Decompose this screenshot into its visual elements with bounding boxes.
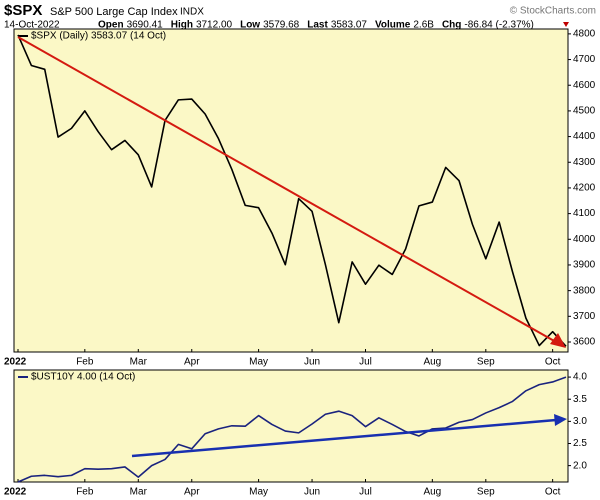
price-line [17,34,567,347]
stats: Open 3690.41 High 3712.00 Low 3579.68 Last 3583… [98,20,534,31]
y-tick-label: 4400 [573,131,596,142]
down-arrow [563,22,569,27]
price-line [17,376,567,483]
x-tick-label: Sep [477,487,495,498]
y-tick-label: 3800 [573,285,596,296]
x-tick-label: Oct [545,357,561,368]
stat-label: Open [98,20,124,31]
y-tick-label: 4300 [573,157,596,168]
stat-label: Low [240,20,260,31]
watermark: © StockCharts.com [510,6,596,17]
y-tick-label: 3.0 [573,416,587,427]
x-tick-label: Feb [76,357,94,368]
x-tick-label: Jun [304,357,320,368]
y-tick-label: 4800 [573,29,596,40]
y-tick-label: 3700 [573,311,596,322]
blue-trend-line [131,418,557,458]
y-tick-label: 3600 [573,337,596,348]
symbol: $SPX [4,2,42,19]
plot-area [13,28,569,353]
blue-arrow-head [554,414,567,426]
x-tick-label: Feb [76,487,94,498]
x-tick-label: Aug [423,487,441,498]
legend-label: $SPX (Daily) 3583.07 (14 Oct) [31,31,166,42]
y-tick-label: 4.0 [573,372,587,383]
red-trend-line [17,36,557,343]
panel: 3600 3700 3800 3900 4000 4100 4200 4300 4400 4500… [4,28,596,368]
x-tick-label: Apr [184,357,200,368]
date: 14-Oct-2022 [4,20,60,31]
stat-label: Volume [375,20,411,31]
legend-label: $UST10Y 4.00 (14 Oct) [31,372,135,383]
y-tick-label: 3900 [573,260,596,271]
stat-label: Last [307,20,328,31]
x-tick-label: May [249,487,268,498]
stat-value: 3712.00 [196,20,233,31]
x-tick-label: Apr [184,487,200,498]
stat-value: 3579.68 [263,20,300,31]
panel: 2.0 2.5 3.0 3.5 4.0 2022 Feb Mar Apr May Jun Jul Aug… [4,369,587,498]
x-tick-label: Jun [304,487,320,498]
y-tick-label: 2.0 [573,460,587,471]
x-tick-label: May [249,357,268,368]
stat-value: 3583.07 [331,20,368,31]
y-tick-label: 4000 [573,234,596,245]
stat-label: Chg [442,20,461,31]
stat-value: 2.6B [413,20,434,31]
index-name: S&P 500 Large Cap Index [50,6,178,18]
x-tick-label: Aug [423,357,441,368]
stat-label: High [171,20,193,31]
x-tick-label: Mar [130,487,148,498]
x-tick-label: Mar [130,357,148,368]
x-tick-label: 2022 [4,357,27,368]
y-tick-label: 4700 [573,54,596,65]
y-tick-label: 2.5 [573,438,587,449]
x-tick-label: Jul [359,487,372,498]
stat-value: 3690.41 [127,20,164,31]
y-tick-label: 4200 [573,183,596,194]
y-tick-label: 3.5 [573,394,587,405]
y-tick-label: 4100 [573,208,596,219]
trend-lines [17,36,567,458]
y-tick-label: 4500 [573,106,596,117]
stat-value: -86.84 (-2.37%) [464,20,533,31]
x-tick-label: Oct [545,487,561,498]
panels: 3600 3700 3800 3900 4000 4100 4200 4300 4400 4500… [4,28,596,498]
x-tick-label: Jul [359,357,372,368]
red-arrow-head [550,333,566,348]
exchange: INDX [180,7,204,18]
x-tick-label: 2022 [4,487,27,498]
y-tick-label: 4600 [573,80,596,91]
x-tick-label: Sep [477,357,495,368]
